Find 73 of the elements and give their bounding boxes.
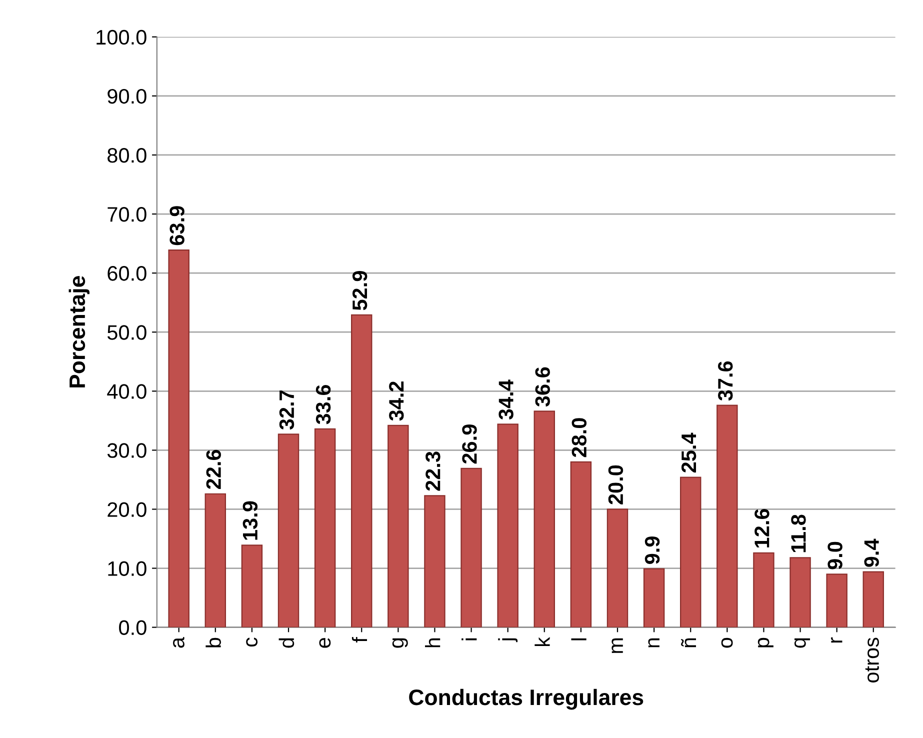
data-label: 26.9: [462, 424, 477, 464]
y-tick-label: 20.0: [108, 502, 146, 517]
data-label: 52.9: [352, 271, 368, 310]
x-tick-label: g: [392, 638, 408, 648]
y-tick-label: 0.0: [119, 620, 146, 636]
y-tick-label: 40.0: [107, 384, 146, 399]
x-tick-label: b: [206, 638, 221, 648]
bar: [204, 493, 226, 628]
data-label: 37.6: [718, 361, 733, 401]
data-label: 36.6: [535, 367, 550, 407]
bar: [388, 424, 409, 628]
bar: [460, 468, 482, 628]
x-tick-label: otros: [865, 638, 879, 682]
data-label: 12.6: [754, 508, 770, 548]
y-tick-label: 30.0: [107, 443, 146, 458]
bar: [826, 574, 848, 628]
x-tick-label: d: [278, 638, 294, 648]
bar: [424, 495, 446, 628]
x-tick-label: e: [319, 638, 331, 648]
x-tick-label: l: [571, 638, 586, 640]
y-tick-label: 10.0: [108, 561, 146, 576]
bar: [534, 410, 555, 628]
x-tick-label: a: [173, 637, 184, 648]
x-tick-label: q: [794, 638, 810, 648]
bar: [790, 557, 811, 628]
bar: [168, 249, 190, 628]
y-axis-title: Porcentaje: [68, 276, 90, 388]
x-tick-label: ñ: [681, 638, 696, 648]
data-label: 9.4: [864, 538, 879, 567]
data-label: 13.9: [242, 501, 258, 540]
y-tick-label: 80.0: [108, 148, 146, 163]
x-tick-label: p: [758, 638, 774, 648]
data-label: 32.7: [279, 390, 294, 430]
bar: [570, 461, 592, 628]
y-tick-label: 100.0: [96, 30, 146, 45]
x-tick-label: f: [352, 636, 367, 643]
bar: [643, 568, 665, 628]
bar: [351, 314, 372, 628]
data-label: 63.9: [170, 206, 184, 246]
x-tick-label: r: [831, 637, 842, 643]
y-tick-label: 70.0: [108, 207, 146, 222]
x-tick-label: o: [721, 638, 733, 648]
bar: [241, 544, 263, 628]
data-label: 22.6: [206, 450, 221, 489]
data-label: 9.0: [828, 542, 842, 570]
data-label: 22.3: [426, 452, 440, 491]
y-tick-label: 60.0: [108, 266, 146, 281]
bar: [606, 508, 628, 628]
data-label: 34.2: [389, 382, 404, 421]
x-axis-title: Conductas Irregulares: [409, 688, 644, 710]
data-label: 20.0: [608, 465, 624, 504]
data-label: 28.0: [572, 418, 587, 458]
data-label: 33.6: [316, 384, 331, 424]
bar: [716, 404, 738, 628]
x-tick-label: k: [534, 636, 550, 646]
x-tick-label: m: [612, 638, 623, 653]
bar: [680, 476, 702, 628]
bar: [497, 424, 518, 628]
x-tick-label: i: [462, 638, 477, 640]
data-label: 25.4: [681, 432, 696, 472]
x-tick-label: c: [246, 638, 258, 647]
x-tick-label: n: [648, 638, 660, 648]
bar: [753, 552, 774, 628]
bar: [862, 571, 884, 628]
bar: [314, 428, 336, 628]
x-tick-label: j: [498, 638, 518, 642]
y-tick-label: 50.0: [107, 325, 146, 340]
x-tick-label: h: [425, 638, 440, 648]
bar: [278, 434, 300, 628]
data-label: 9.9: [644, 536, 660, 564]
y-tick-label: 90.0: [108, 88, 146, 104]
data-label: 11.8: [791, 514, 806, 552]
data-label: 34.4: [498, 380, 514, 420]
